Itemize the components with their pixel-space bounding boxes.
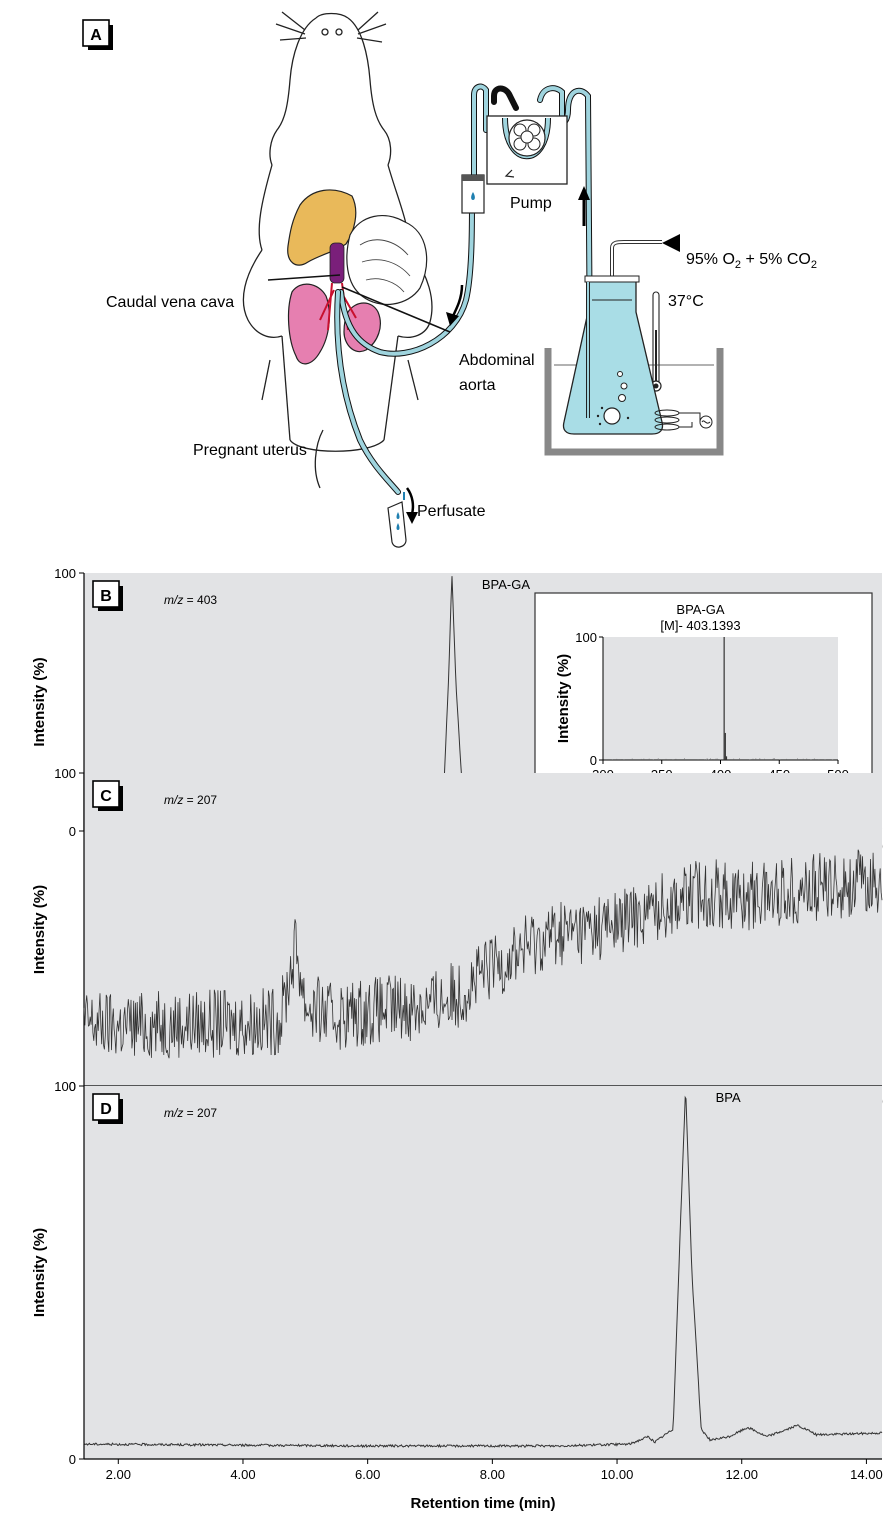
collection-tube <box>387 492 407 548</box>
panel-label: B <box>100 588 112 605</box>
thermometer <box>650 291 662 392</box>
panel-label-box <box>92 1093 120 1121</box>
panel-label-shadow <box>98 607 123 611</box>
label-perfusate: Perfusate <box>417 503 486 520</box>
inset-y-tick-label: 100 <box>575 630 597 645</box>
label-pregnant-uterus: Pregnant uterus <box>193 442 307 459</box>
chart-panel-c: 01002.004.006.008.0010.0012.0014.00Inten… <box>31 766 883 1109</box>
peak-label: BPA <box>716 1090 741 1105</box>
label-pump: Pump <box>510 195 552 212</box>
inset-y-axis-label: Intensity (%) <box>555 654 572 743</box>
y-tick-label: 100 <box>54 566 76 581</box>
label-aorta: aorta <box>459 377 496 394</box>
label-abdominal: Abdominal <box>459 352 535 369</box>
x-tick-label: 2.00 <box>106 1467 131 1482</box>
panel-label-shadow <box>119 786 123 811</box>
x-tick-label: 12.00 <box>725 1467 758 1482</box>
x-tick-label: 6.00 <box>355 1467 380 1482</box>
uterus-left <box>287 283 330 365</box>
mz-annotation: m/z = 207 <box>164 1106 217 1120</box>
water-bath <box>544 275 724 456</box>
uterus-right <box>343 302 381 353</box>
y-tick-label: 100 <box>54 766 76 781</box>
y-axis-label: Intensity (%) <box>31 657 48 746</box>
rat-illustration <box>242 11 433 489</box>
pump <box>486 115 568 185</box>
y-tick-label: 100 <box>54 1079 76 1094</box>
y-axis-label: Intensity (%) <box>31 885 48 974</box>
inset-subtitle: [M]- 403.1393 <box>660 618 740 633</box>
mz-annotation: m/z = 207 <box>164 793 217 807</box>
label-caudal-vena-cava: Caudal vena cava <box>106 294 234 311</box>
aorta-leader <box>341 286 451 333</box>
y-tick-label: 0 <box>69 1079 76 1094</box>
panel-label: D <box>100 1101 112 1118</box>
caudal-vena-cava-vessel <box>329 242 345 284</box>
label-gas-mixture: 95% O2 + 5% CO2 <box>686 251 817 271</box>
x-tick-label: 14.00 <box>850 1467 883 1482</box>
inset-title: BPA-GA <box>676 602 724 617</box>
panel-label-shadow <box>98 807 123 811</box>
panel-a: A <box>82 11 817 548</box>
drip-chamber <box>461 174 485 214</box>
intestine-shape <box>346 214 428 305</box>
mz-annotation: m/z = 403 <box>164 593 217 607</box>
panel-a-label: A <box>90 27 102 44</box>
label-temperature: 37°C <box>668 293 704 310</box>
inset-y-tick-label: 0 <box>590 753 597 768</box>
panel-label-shadow <box>98 1120 123 1124</box>
panel-label-shadow <box>119 586 123 611</box>
perfusate-arrow <box>405 487 415 515</box>
chromatogram-panels: 01002.004.006.008.0010.0012.0014.00Inten… <box>31 566 883 1512</box>
panel-label: C <box>100 788 112 805</box>
x-axis-label: Retention time (min) <box>411 1495 556 1512</box>
y-tick-label: 0 <box>69 824 76 839</box>
y-axis-label: Intensity (%) <box>31 1228 48 1317</box>
x-tick-label: 10.00 <box>601 1467 634 1482</box>
y-tick-label: 0 <box>69 1452 76 1467</box>
panel-label-shadow <box>119 1099 123 1124</box>
plot-background <box>84 1086 882 1459</box>
chromatogram-trace-d <box>83 1095 883 1449</box>
peak-label: BPA-GA <box>482 577 530 592</box>
x-tick-label: 4.00 <box>230 1467 255 1482</box>
chromatogram-trace-c <box>83 849 883 1059</box>
liver-shape <box>287 189 357 266</box>
vena-cava-leader <box>267 274 341 281</box>
x-tick-label: 8.00 <box>480 1467 505 1482</box>
inset-plot-background <box>603 637 838 760</box>
